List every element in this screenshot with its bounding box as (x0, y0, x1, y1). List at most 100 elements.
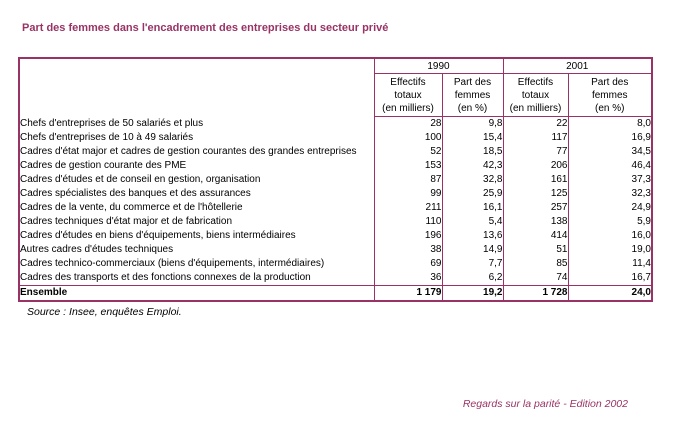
col-header-line: femmes (591, 89, 628, 101)
cell-value: 196 (373, 229, 442, 243)
year-header-2001: 2001 (502, 58, 652, 74)
cell-value: 9,8 (441, 116, 503, 131)
year-header-1990: 1990 (373, 58, 503, 74)
cell-value: 85 (502, 257, 568, 271)
cell-value: 34,5 (567, 145, 652, 159)
cell-value: 257 (502, 201, 568, 215)
total-cell-value: 1 728 (502, 285, 568, 301)
col-header-line: totaux (394, 89, 422, 101)
col-header-part-femmes-1990: Part des femmes (en %) (441, 73, 503, 117)
row-label: Cadres d'état major et cadres de gestion… (19, 145, 375, 159)
col-header-line: (en milliers) (509, 102, 562, 114)
row-label: Cadres des transports et des fonctions c… (19, 271, 375, 286)
cell-value: 11,4 (567, 257, 652, 271)
page-title: Part des femmes dans l'encadrement des e… (22, 22, 389, 34)
cell-value: 28 (373, 116, 442, 131)
table-row: Autres cadres d'études techniques 38 14,… (19, 243, 652, 257)
row-label: Autres cadres d'études techniques (19, 243, 375, 257)
statistics-table: 1990 2001 Effectifs totaux (en milliers)… (18, 57, 653, 302)
col-header-effectifs-1990: Effectifs totaux (en milliers) (373, 73, 442, 117)
cell-value: 110 (373, 215, 442, 229)
total-cell-value: 24,0 (567, 285, 652, 301)
cell-value: 69 (373, 257, 442, 271)
total-row: Ensemble 1 179 19,2 1 728 24,0 (19, 285, 652, 301)
cell-value: 8,0 (567, 116, 652, 131)
table-row: Cadres d'études et de conseil en gestion… (19, 173, 652, 187)
table-row: Cadres des transports et des fonctions c… (19, 271, 652, 286)
cell-value: 211 (373, 201, 442, 215)
col-header-line: Effectifs (517, 76, 554, 88)
cell-value: 99 (373, 187, 442, 201)
table-row: Cadres spécialistes des banques et des a… (19, 187, 652, 201)
row-label: Chefs d'entreprises de 10 à 49 salariés (19, 131, 375, 145)
row-label: Cadres spécialistes des banques et des a… (19, 187, 375, 201)
cell-value: 13,6 (441, 229, 503, 243)
cell-value: 117 (502, 131, 568, 145)
cell-value: 37,3 (567, 173, 652, 187)
cell-value: 51 (502, 243, 568, 257)
row-label: Cadres de la vente, du commerce et de l'… (19, 201, 375, 215)
cell-value: 138 (502, 215, 568, 229)
cell-value: 100 (373, 131, 442, 145)
row-label: Cadres d'études et de conseil en gestion… (19, 173, 375, 187)
cell-value: 16,7 (567, 271, 652, 286)
cell-value: 25,9 (441, 187, 503, 201)
row-label: Cadres de gestion courante des PME (19, 159, 375, 173)
table-row: Cadres d'état major et cadres de gestion… (19, 145, 652, 159)
cell-value: 14,9 (441, 243, 503, 257)
col-header-effectifs-2001: Effectifs totaux (en milliers) (502, 73, 568, 117)
table-row: Cadres technico-commerciaux (biens d'équ… (19, 257, 652, 271)
cell-value: 77 (502, 145, 568, 159)
cell-value: 16,1 (441, 201, 503, 215)
cell-value: 24,9 (567, 201, 652, 215)
cell-value: 32,3 (567, 187, 652, 201)
cell-value: 32,8 (441, 173, 503, 187)
total-cell-value: 1 179 (373, 285, 442, 301)
total-cell-value: 19,2 (441, 285, 503, 301)
row-label: Chefs d'entreprises de 50 salariés et pl… (19, 116, 375, 131)
source-note: Source : Insee, enquêtes Emploi. (27, 306, 182, 318)
col-header-line: Part des (591, 76, 629, 88)
table-row: Cadres techniques d'état major et de fab… (19, 215, 652, 229)
col-header-part-femmes-2001: Part des femmes (en %) (567, 73, 652, 117)
cell-value: 125 (502, 187, 568, 201)
table-row: Chefs d'entreprises de 10 à 49 salariés … (19, 131, 652, 145)
cell-value: 19,0 (567, 243, 652, 257)
cell-value: 153 (373, 159, 442, 173)
cell-value: 5,9 (567, 215, 652, 229)
cell-value: 5,4 (441, 215, 503, 229)
publication-footer: Regards sur la parité - Edition 2002 (462, 398, 628, 410)
table-row: Chefs d'entreprises de 50 salariés et pl… (19, 116, 652, 131)
cell-value: 46,4 (567, 159, 652, 173)
table-row: Cadres d'études en biens d'équipements, … (19, 229, 652, 243)
cell-value: 42,3 (441, 159, 503, 173)
cell-value: 87 (373, 173, 442, 187)
cell-value: 16,9 (567, 131, 652, 145)
sub-header-row: Effectifs totaux (en milliers) Part des … (19, 73, 652, 117)
cell-value: 16,0 (567, 229, 652, 243)
cell-value: 414 (502, 229, 568, 243)
col-header-line: Part des (453, 76, 492, 88)
cell-value: 161 (502, 173, 568, 187)
table-row: Cadres de gestion courante des PME 153 4… (19, 159, 652, 173)
col-header-line: femmes (454, 89, 491, 101)
cell-value: 6,2 (441, 271, 503, 286)
row-label: Cadres d'études en biens d'équipements, … (19, 229, 375, 243)
statistics-table-container: 1990 2001 Effectifs totaux (en milliers)… (18, 57, 653, 302)
table-row: Cadres de la vente, du commerce et de l'… (19, 201, 652, 215)
cell-value: 22 (502, 116, 568, 131)
col-header-line: (en %) (595, 102, 625, 114)
row-label: Cadres technico-commerciaux (biens d'équ… (19, 257, 375, 271)
cell-value: 38 (373, 243, 442, 257)
col-header-line: (en milliers) (382, 102, 434, 114)
cell-value: 74 (502, 271, 568, 286)
cell-value: 52 (373, 145, 442, 159)
cell-value: 15,4 (441, 131, 503, 145)
row-label: Cadres techniques d'état major et de fab… (19, 215, 375, 229)
cell-value: 7,7 (441, 257, 503, 271)
col-header-line: Effectifs (390, 76, 426, 88)
year-header-row: 1990 2001 (19, 58, 652, 117)
total-row-label: Ensemble (19, 285, 375, 301)
col-header-line: totaux (521, 89, 550, 101)
cell-value: 206 (502, 159, 568, 173)
